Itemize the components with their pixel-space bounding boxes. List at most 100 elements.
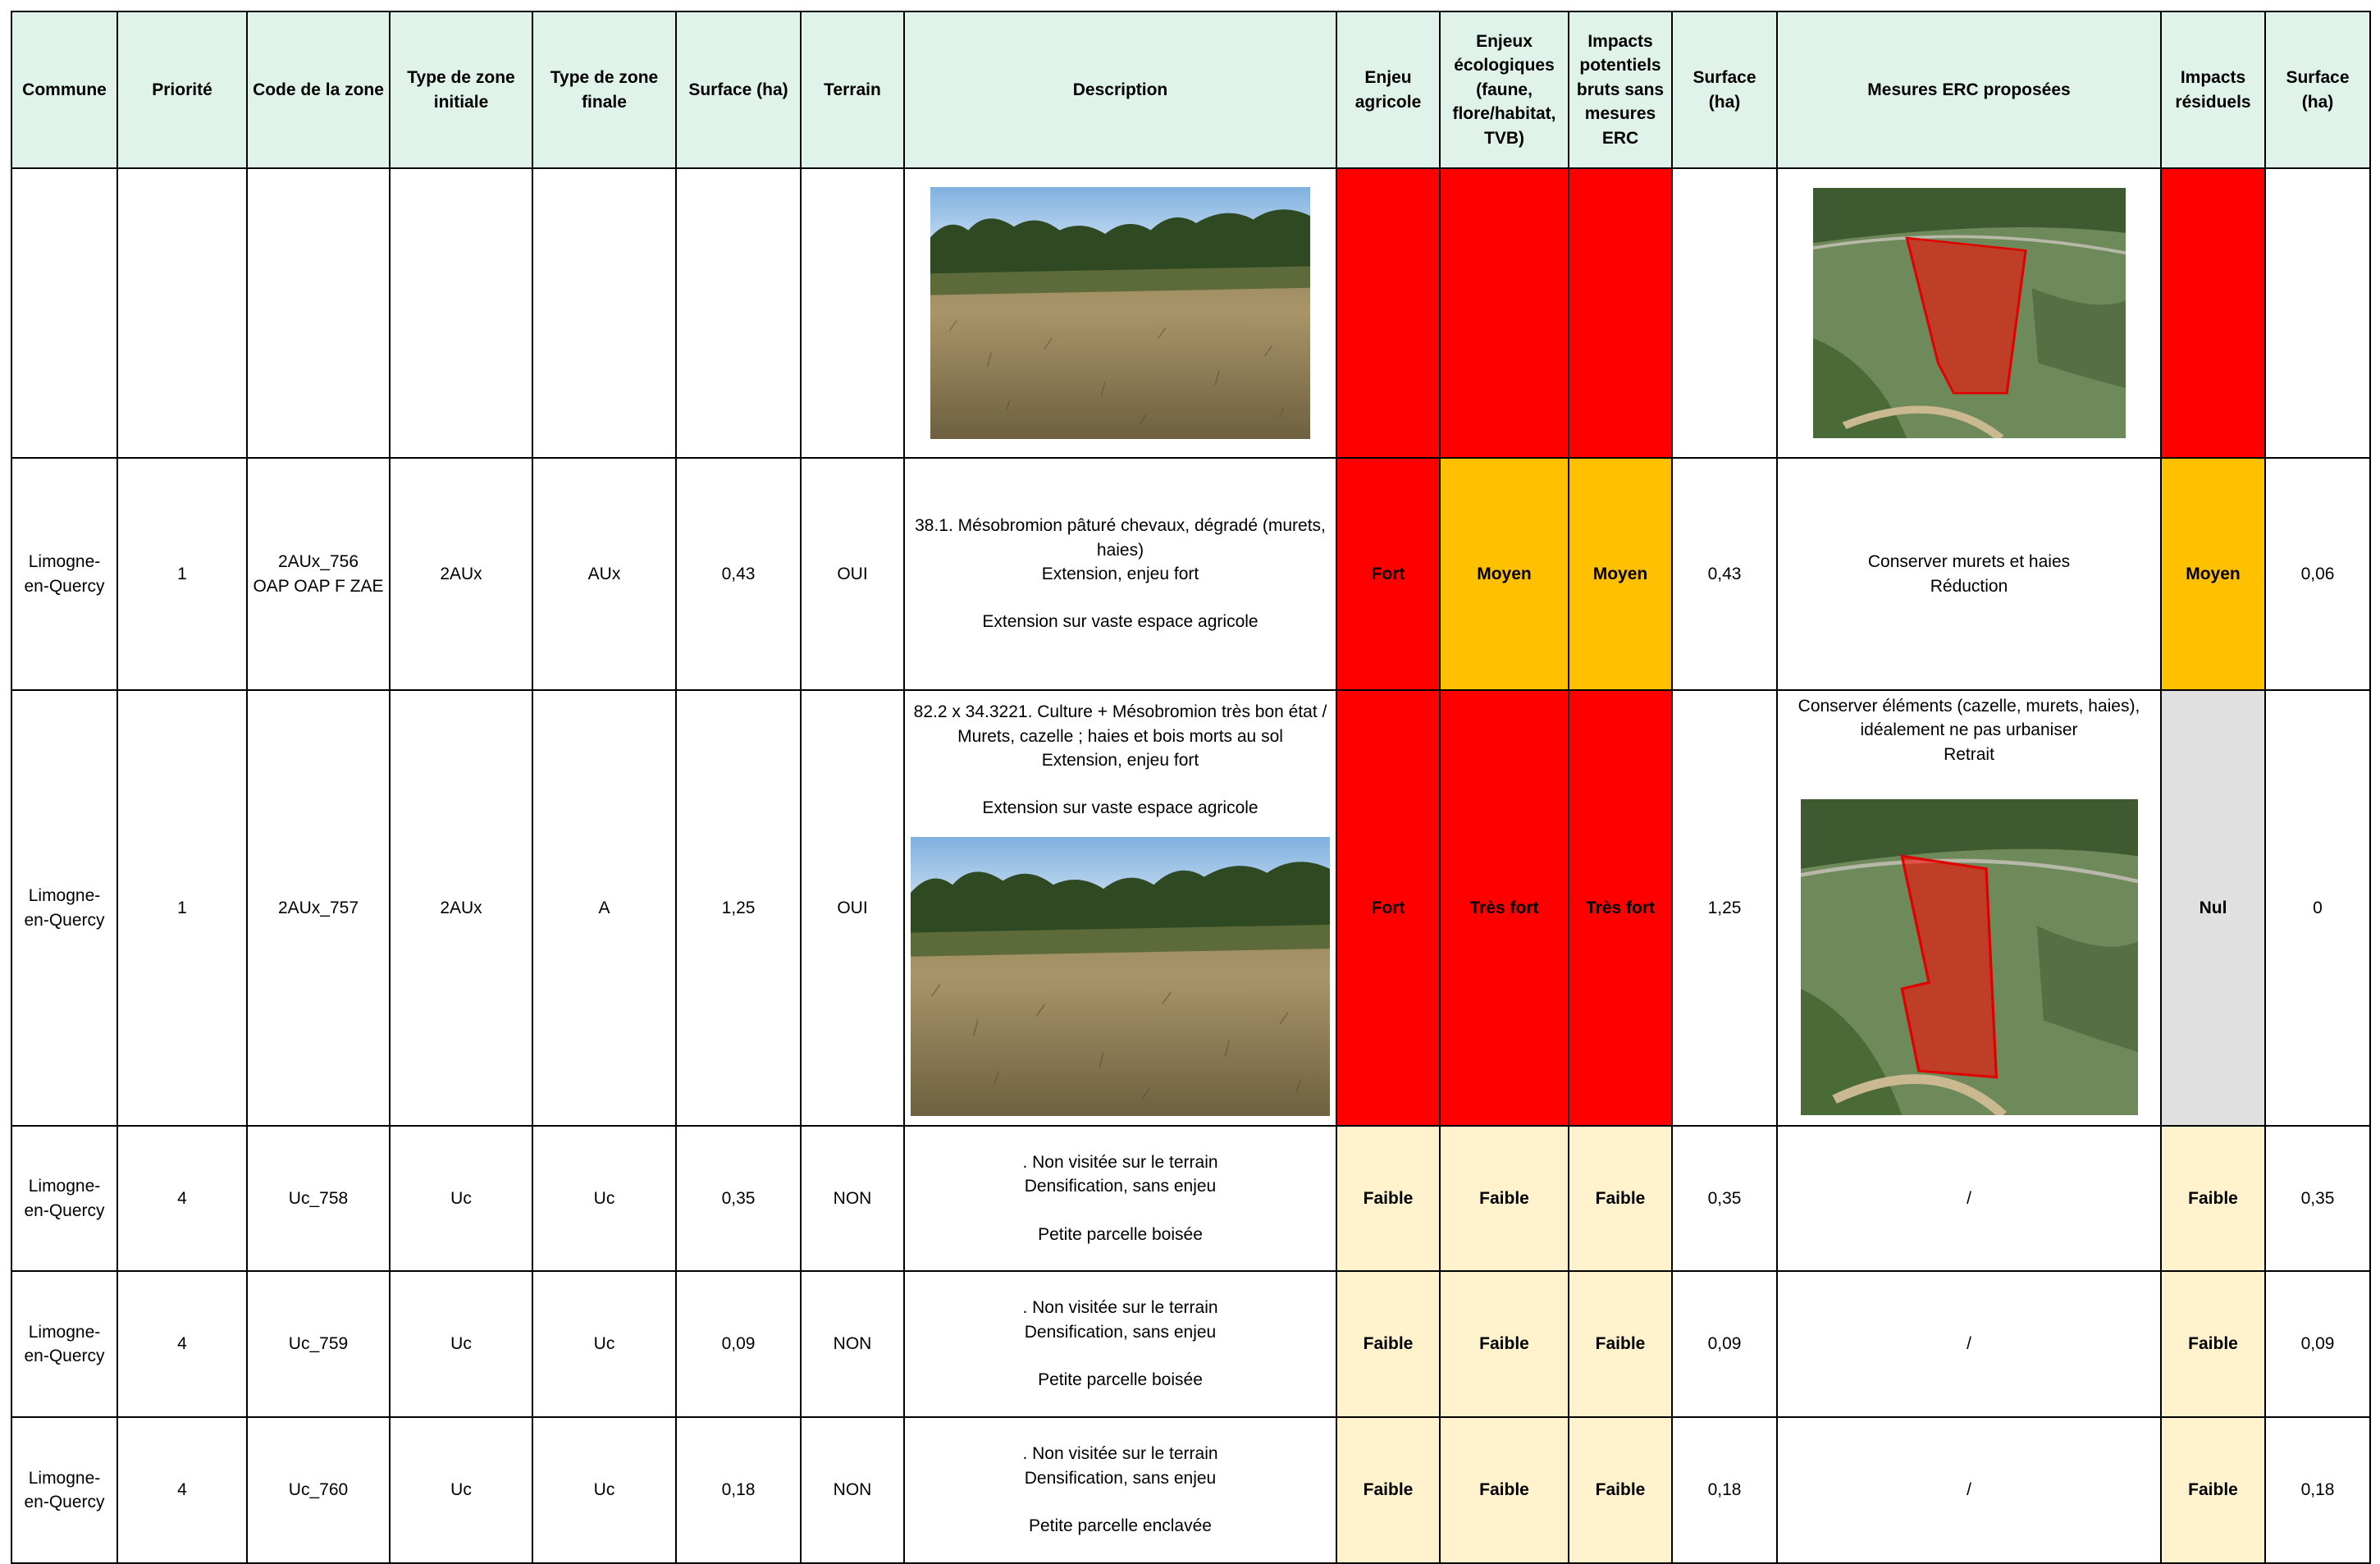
cell bbox=[532, 167, 677, 459]
cell: 4 bbox=[116, 1270, 248, 1418]
cell: / bbox=[1776, 1270, 2162, 1418]
photo bbox=[930, 187, 1310, 439]
column-header: Surface (ha) bbox=[1671, 11, 1778, 169]
description-cell: . Non visitée sur le terrain Densificati… bbox=[903, 1125, 1337, 1272]
aerial-map bbox=[1800, 799, 2138, 1116]
cell: Limogne- en-Quercy bbox=[11, 1416, 118, 1564]
column-header: Mesures ERC proposées bbox=[1776, 11, 2162, 169]
cell: 2AUx_756 OAP OAP F ZAE bbox=[246, 457, 391, 691]
cell: Limogne- en-Quercy bbox=[11, 457, 118, 691]
cell: 1 bbox=[116, 457, 248, 691]
cell: 0,35 bbox=[2264, 1125, 2371, 1272]
level-label: Moyen bbox=[1592, 564, 1648, 583]
column-header: Terrain bbox=[800, 11, 905, 169]
description-cell: . Non visitée sur le terrain Densificati… bbox=[903, 1270, 1337, 1418]
cell bbox=[800, 167, 905, 459]
description-cell: 38.1. Mésobromion pâturé chevaux, dégrad… bbox=[903, 457, 1337, 691]
table-row: Limogne- en-Quercy 4 Uc_759 Uc Uc 0,09 NON. No… bbox=[11, 1270, 2371, 1418]
cell: 0,18 bbox=[675, 1416, 802, 1564]
description-cell: 82.2 x 34.3221. Culture + Mésobromion tr… bbox=[903, 689, 1337, 1127]
column-header: Surface (ha) bbox=[675, 11, 802, 169]
cell: 2AUx_757 bbox=[246, 689, 391, 1127]
level-label: Faible bbox=[2188, 1480, 2238, 1500]
level-label: Faible bbox=[1479, 1188, 1529, 1208]
level-label: Faible bbox=[1595, 1334, 1646, 1354]
level-cell: Faible bbox=[1568, 1416, 1673, 1564]
level-cell: Fort bbox=[1336, 689, 1441, 1127]
cell: Uc bbox=[532, 1416, 677, 1564]
cell bbox=[1336, 167, 1441, 459]
cell: 4 bbox=[116, 1125, 248, 1272]
level-cell: Faible bbox=[2160, 1270, 2266, 1418]
cell: A bbox=[532, 689, 677, 1127]
table-row: Limogne- en-Quercy 4 Uc_760 Uc Uc 0,18 NON. No… bbox=[11, 1416, 2371, 1564]
level-cell: Faible bbox=[2160, 1416, 2266, 1564]
level-label: Faible bbox=[2188, 1188, 2238, 1208]
paragraph: . Non visitée sur le terrain Densificati… bbox=[1022, 1298, 1218, 1342]
cell bbox=[1776, 167, 2162, 459]
cell bbox=[116, 167, 248, 459]
column-header: Surface (ha) bbox=[2264, 11, 2371, 169]
cell: 0,18 bbox=[2264, 1416, 2371, 1564]
cell: 0,35 bbox=[1671, 1125, 1778, 1272]
cell: 0 bbox=[2264, 689, 2371, 1127]
level-label: Fort bbox=[1371, 898, 1405, 917]
level-label: Moyen bbox=[1477, 564, 1532, 583]
cell: 2AUx bbox=[389, 457, 533, 691]
level-cell: Nul bbox=[2160, 689, 2266, 1127]
column-header: Enjeux écologiques (faune, flore/habitat… bbox=[1439, 11, 1569, 169]
cell: Uc bbox=[389, 1416, 533, 1564]
cell: / bbox=[1776, 1416, 2162, 1564]
cell: Conserver murets et haies Réduction bbox=[1776, 457, 2162, 691]
cell bbox=[246, 167, 391, 459]
level-label: Très fort bbox=[1585, 898, 1656, 917]
level-label: Très fort bbox=[1469, 898, 1539, 917]
level-cell: Faible bbox=[1336, 1125, 1441, 1272]
cell: 0,43 bbox=[1671, 457, 1778, 691]
image-row bbox=[11, 167, 2371, 459]
level-label: Faible bbox=[1363, 1334, 1414, 1354]
cell: 0,09 bbox=[2264, 1270, 2371, 1418]
level-cell: Très fort bbox=[1439, 689, 1569, 1127]
cell: AUx bbox=[532, 457, 677, 691]
photo-wrap bbox=[910, 836, 1331, 1116]
column-header: Commune bbox=[11, 11, 118, 169]
cell: 1 bbox=[116, 689, 248, 1127]
cell: 0,09 bbox=[1671, 1270, 1778, 1418]
cell bbox=[389, 167, 533, 459]
column-header: Enjeu agricole bbox=[1336, 11, 1441, 169]
cell: Limogne- en-Quercy bbox=[11, 1125, 118, 1272]
level-label: Faible bbox=[1595, 1188, 1646, 1208]
cell: Uc_760 bbox=[246, 1416, 391, 1564]
cell bbox=[903, 167, 1337, 459]
cell: 1,25 bbox=[1671, 689, 1778, 1127]
level-label: Faible bbox=[1479, 1334, 1529, 1354]
cell: 2AUx bbox=[389, 689, 533, 1127]
column-header: Priorité bbox=[116, 11, 248, 169]
cell: Uc bbox=[532, 1270, 677, 1418]
level-label: Faible bbox=[2188, 1334, 2238, 1354]
level-cell: Moyen bbox=[1439, 457, 1569, 691]
cell bbox=[2264, 167, 2371, 459]
table-row: Limogne- en-Quercy 4 Uc_758 Uc Uc 0,35 NON. No… bbox=[11, 1125, 2371, 1272]
level-cell: Faible bbox=[1336, 1416, 1441, 1564]
level-label: Moyen bbox=[2186, 564, 2241, 583]
column-header: Description bbox=[903, 11, 1337, 169]
cell bbox=[675, 167, 802, 459]
paragraph: Petite parcelle boisée bbox=[1038, 1224, 1203, 1244]
paragraph: Petite parcelle enclavée bbox=[1029, 1516, 1212, 1536]
paragraph: Extension sur vaste espace agricole bbox=[982, 798, 1259, 818]
level-cell: Faible bbox=[1439, 1270, 1569, 1418]
level-cell: Fort bbox=[1336, 457, 1441, 691]
cell: NON bbox=[800, 1416, 905, 1564]
column-header: Type de zone finale bbox=[532, 11, 677, 169]
paragraph: . Non visitée sur le terrain Densificati… bbox=[1022, 1444, 1218, 1488]
level-label: Faible bbox=[1363, 1480, 1414, 1500]
level-label: Faible bbox=[1363, 1188, 1414, 1208]
header-row: Commune Priorité Code de la zone Type de zo… bbox=[11, 11, 2371, 169]
cell bbox=[1439, 167, 1569, 459]
column-header: Impacts résiduels bbox=[2160, 11, 2266, 169]
cell: OUI bbox=[800, 457, 905, 691]
